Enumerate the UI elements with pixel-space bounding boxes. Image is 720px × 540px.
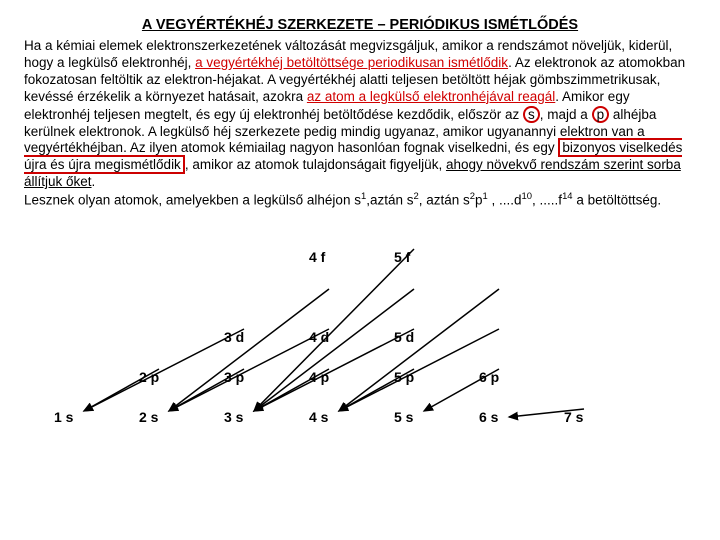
lbl-5f: 5 f	[394, 249, 410, 267]
t: , aztán s	[419, 193, 470, 208]
body-paragraph: Ha a kémiai elemek elektronszerkezetének…	[24, 38, 696, 209]
lbl-5s: 5 s	[394, 409, 413, 427]
lbl-4d: 4 d	[309, 329, 329, 347]
lbl-5d: 5 d	[394, 329, 414, 347]
lbl-4f: 4 f	[309, 249, 325, 267]
t: , amikor az atomok tulajdonságait figyel…	[185, 157, 446, 172]
lbl-4p: 4 p	[309, 369, 329, 387]
lbl-7s: 7 s	[564, 409, 583, 427]
arrow-layer	[44, 239, 644, 439]
t: p	[475, 193, 483, 208]
t: , .....f	[532, 193, 562, 208]
lbl-3s: 3 s	[224, 409, 243, 427]
lbl-5p: 5 p	[394, 369, 414, 387]
circle-p: p	[592, 106, 610, 124]
t: , majd a	[540, 107, 592, 122]
t: , ....d	[488, 193, 522, 208]
lbl-2s: 2 s	[139, 409, 158, 427]
t: Lesznek olyan atomok, amelyekben a legkü…	[24, 193, 361, 208]
lbl-3d: 3 d	[224, 329, 244, 347]
lbl-6p: 6 p	[479, 369, 499, 387]
circle-s: s	[523, 106, 540, 124]
highlight-red-2: az atom a legkülső elektronhéjával reagá…	[307, 89, 555, 104]
t: ,aztán s	[366, 193, 413, 208]
lbl-1s: 1 s	[54, 409, 73, 427]
highlight-red-1: a vegyértékhéj betöltöttsége periodikusa…	[195, 55, 508, 70]
lbl-6s: 6 s	[479, 409, 498, 427]
page-title: A VEGYÉRTÉKHÉJ SZERKEZETE – PERIÓDIKUS I…	[24, 16, 696, 34]
t: a betöltöttség.	[573, 193, 662, 208]
aufbau-diagram: 1 s 2 s 3 s 4 s 5 s 6 s 7 s 2 p 3 p 4 p …	[44, 239, 644, 439]
t: .	[92, 174, 96, 189]
lbl-4s: 4 s	[309, 409, 328, 427]
sup: 14	[562, 191, 573, 202]
lbl-3p: 3 p	[224, 369, 244, 387]
lbl-2p: 2 p	[139, 369, 159, 387]
sup: 10	[522, 191, 533, 202]
